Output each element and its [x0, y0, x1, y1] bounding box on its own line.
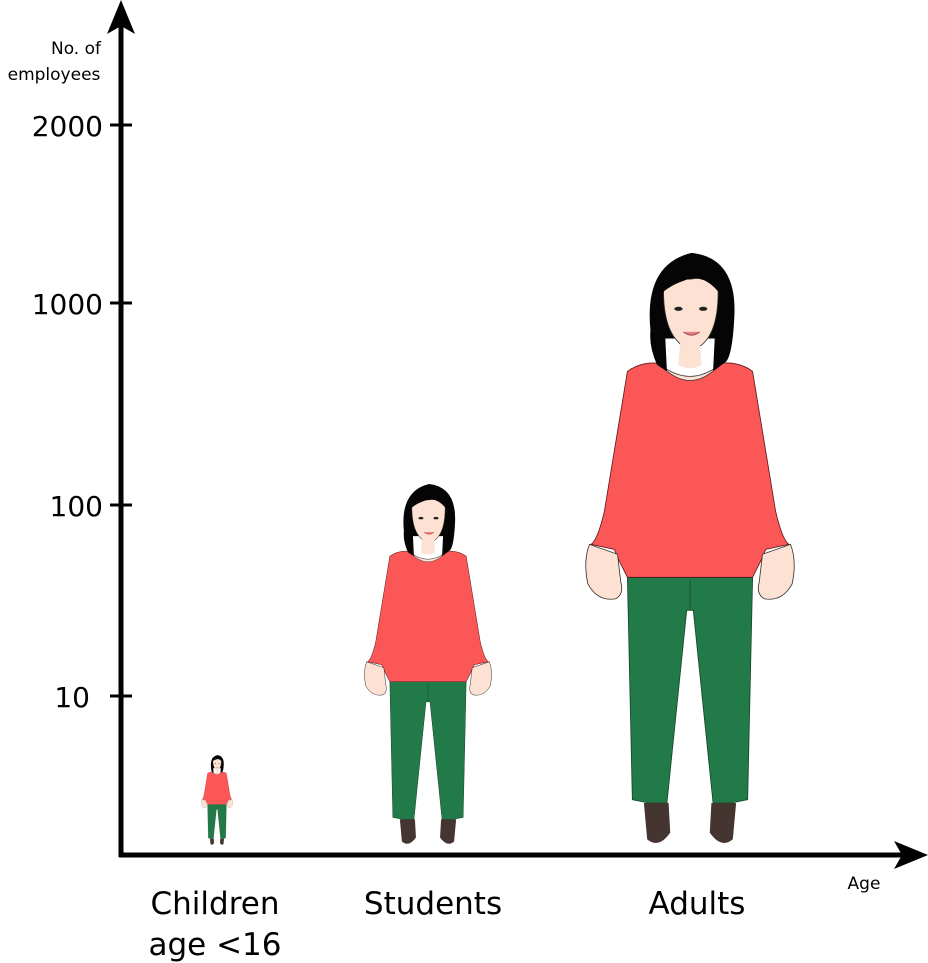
category-label: age <16 — [148, 927, 281, 963]
person-icon — [364, 483, 492, 844]
x-axis-label: Age — [848, 874, 881, 894]
x-axis-arrow — [894, 841, 928, 869]
y-tick-label: 100 — [50, 490, 103, 523]
pictogram-figures — [201, 252, 795, 845]
pictogram-figure — [585, 252, 795, 844]
pictogram-figure — [201, 755, 233, 845]
y-axis-label: employees — [8, 65, 101, 85]
y-axis-arrow — [107, 0, 135, 34]
y-ticks: 10 100 1000 2000 — [32, 110, 132, 714]
pictogram-figure — [364, 483, 492, 844]
person-icon — [201, 755, 233, 845]
y-axis-label: No. of — [51, 39, 102, 59]
y-tick-label: 10 — [54, 681, 90, 714]
category-label: Students — [364, 886, 502, 922]
y-tick-label: 1000 — [32, 288, 103, 321]
person-icon — [585, 252, 795, 844]
category-label: Adults — [649, 886, 746, 922]
category-label: Children — [151, 886, 280, 922]
y-tick-label: 2000 — [32, 110, 103, 143]
